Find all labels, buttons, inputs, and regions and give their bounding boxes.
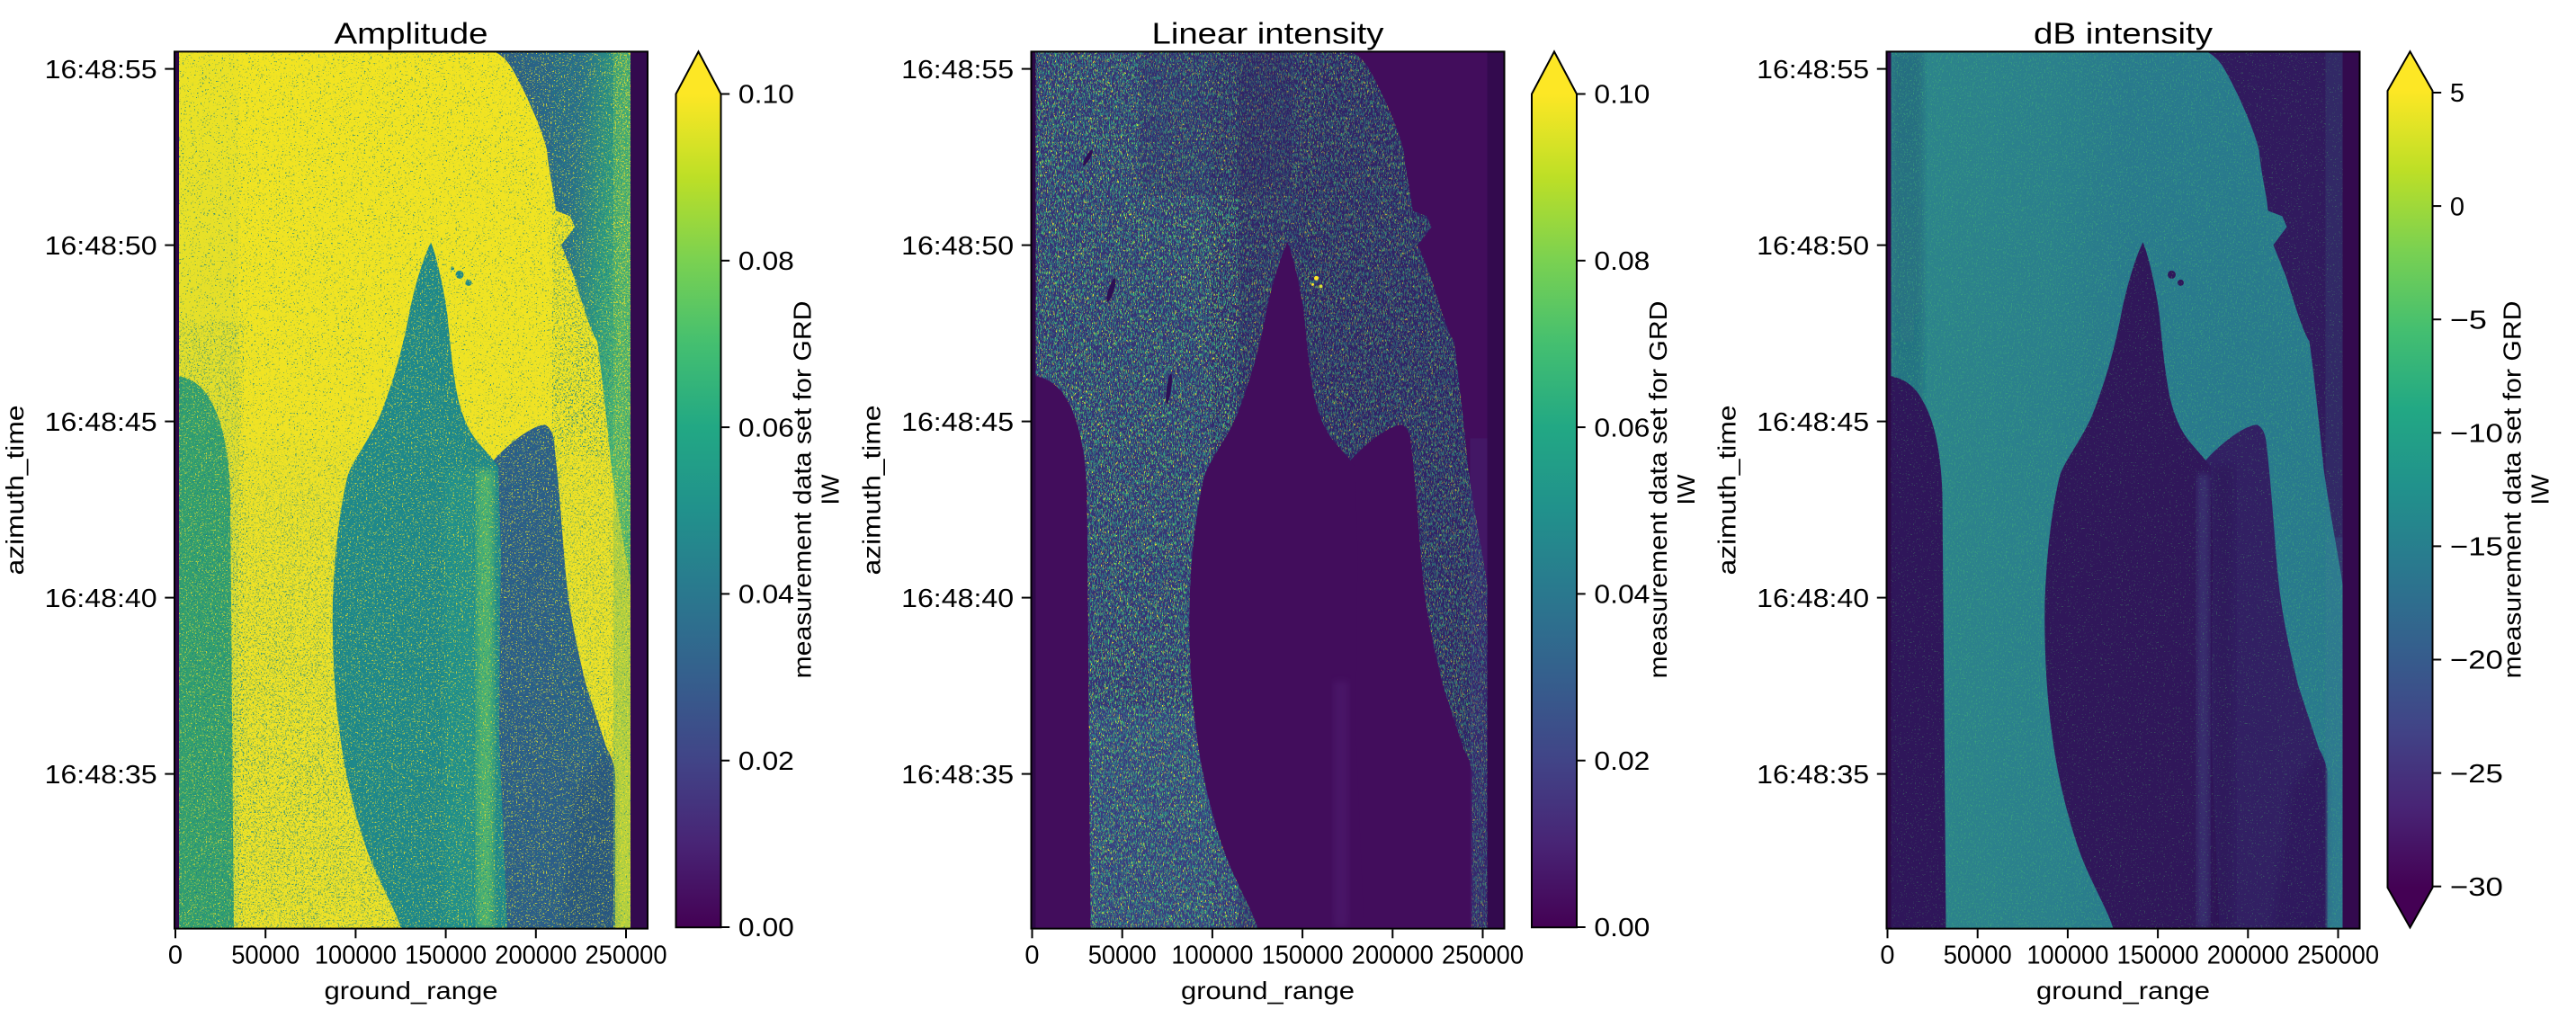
svg-text:−5: −5 [2450, 306, 2487, 335]
svg-text:16:48:40: 16:48:40 [1757, 585, 1869, 613]
svg-text:0.06: 0.06 [738, 414, 794, 442]
svg-text:250000: 250000 [2297, 942, 2379, 970]
svg-text:150000: 150000 [2117, 942, 2199, 970]
svg-text:−25: −25 [2450, 760, 2503, 789]
svg-text:16:48:45: 16:48:45 [901, 408, 1014, 437]
svg-text:16:48:55: 16:48:55 [1757, 56, 1869, 85]
svg-text:0: 0 [1880, 942, 1894, 970]
svg-text:16:48:45: 16:48:45 [45, 408, 157, 437]
svg-text:−15: −15 [2450, 533, 2503, 562]
svg-text:100000: 100000 [2026, 942, 2108, 970]
svg-text:16:48:55: 16:48:55 [901, 56, 1014, 85]
svg-text:0.00: 0.00 [1594, 914, 1650, 942]
svg-text:0: 0 [2450, 192, 2464, 221]
svg-text:16:48:50: 16:48:50 [1757, 232, 1869, 261]
svg-text:150000: 150000 [1262, 942, 1344, 970]
svg-text:Linear intensity: Linear intensity [1152, 18, 1384, 51]
svg-text:−30: −30 [2450, 873, 2503, 902]
svg-text:16:48:50: 16:48:50 [45, 232, 157, 261]
svg-text:250000: 250000 [586, 942, 667, 970]
svg-text:0.06: 0.06 [1594, 414, 1650, 442]
svg-text:Amplitude: Amplitude [335, 18, 488, 51]
svg-text:16:48:40: 16:48:40 [45, 585, 157, 613]
svg-text:0.00: 0.00 [738, 914, 794, 942]
svg-text:150000: 150000 [405, 942, 487, 970]
svg-text:measurement data set for GRD: measurement data set for GRD [2499, 301, 2527, 679]
svg-text:50000: 50000 [1944, 942, 2012, 970]
svg-text:−10: −10 [2450, 420, 2503, 449]
svg-text:16:48:40: 16:48:40 [901, 585, 1014, 613]
svg-text:50000: 50000 [231, 942, 300, 970]
svg-text:0.10: 0.10 [738, 81, 794, 110]
svg-text:50000: 50000 [1088, 942, 1157, 970]
svg-text:16:48:50: 16:48:50 [901, 232, 1014, 261]
svg-text:azimuth_time: azimuth_time [1, 406, 29, 576]
svg-text:ground_range: ground_range [1181, 977, 1355, 1005]
svg-text:0.04: 0.04 [1594, 581, 1650, 610]
svg-text:250000: 250000 [1442, 942, 1524, 970]
svg-text:16:48:35: 16:48:35 [901, 761, 1014, 790]
svg-text:0: 0 [168, 942, 183, 970]
svg-text:0.08: 0.08 [738, 247, 794, 276]
svg-text:200000: 200000 [2207, 942, 2289, 970]
svg-text:0.02: 0.02 [738, 747, 794, 776]
svg-text:azimuth_time: azimuth_time [858, 406, 886, 576]
svg-text:IW: IW [817, 474, 845, 505]
svg-text:IW: IW [1672, 474, 1700, 505]
svg-text:azimuth_time: azimuth_time [1713, 406, 1741, 576]
svg-text:100000: 100000 [315, 942, 397, 970]
svg-text:16:48:35: 16:48:35 [1757, 761, 1869, 790]
svg-text:ground_range: ground_range [325, 977, 498, 1005]
svg-text:200000: 200000 [495, 942, 577, 970]
svg-text:measurement data set for GRD: measurement data set for GRD [1644, 301, 1672, 679]
svg-text:0: 0 [1024, 942, 1039, 970]
svg-text:0.08: 0.08 [1594, 247, 1650, 276]
svg-text:16:48:55: 16:48:55 [45, 56, 157, 85]
svg-text:16:48:35: 16:48:35 [45, 761, 157, 790]
svg-text:0.10: 0.10 [1594, 81, 1650, 110]
svg-text:0.02: 0.02 [1594, 747, 1650, 776]
svg-text:ground_range: ground_range [2036, 977, 2210, 1005]
svg-text:5: 5 [2450, 79, 2464, 108]
svg-text:measurement data set for GRD: measurement data set for GRD [789, 301, 817, 679]
svg-text:100000: 100000 [1171, 942, 1253, 970]
svg-text:dB intensity: dB intensity [2034, 18, 2213, 51]
svg-text:IW: IW [2527, 474, 2554, 505]
svg-text:200000: 200000 [1352, 942, 1434, 970]
svg-text:−20: −20 [2450, 647, 2503, 675]
svg-text:16:48:45: 16:48:45 [1757, 408, 1869, 437]
svg-text:0.04: 0.04 [738, 581, 794, 610]
